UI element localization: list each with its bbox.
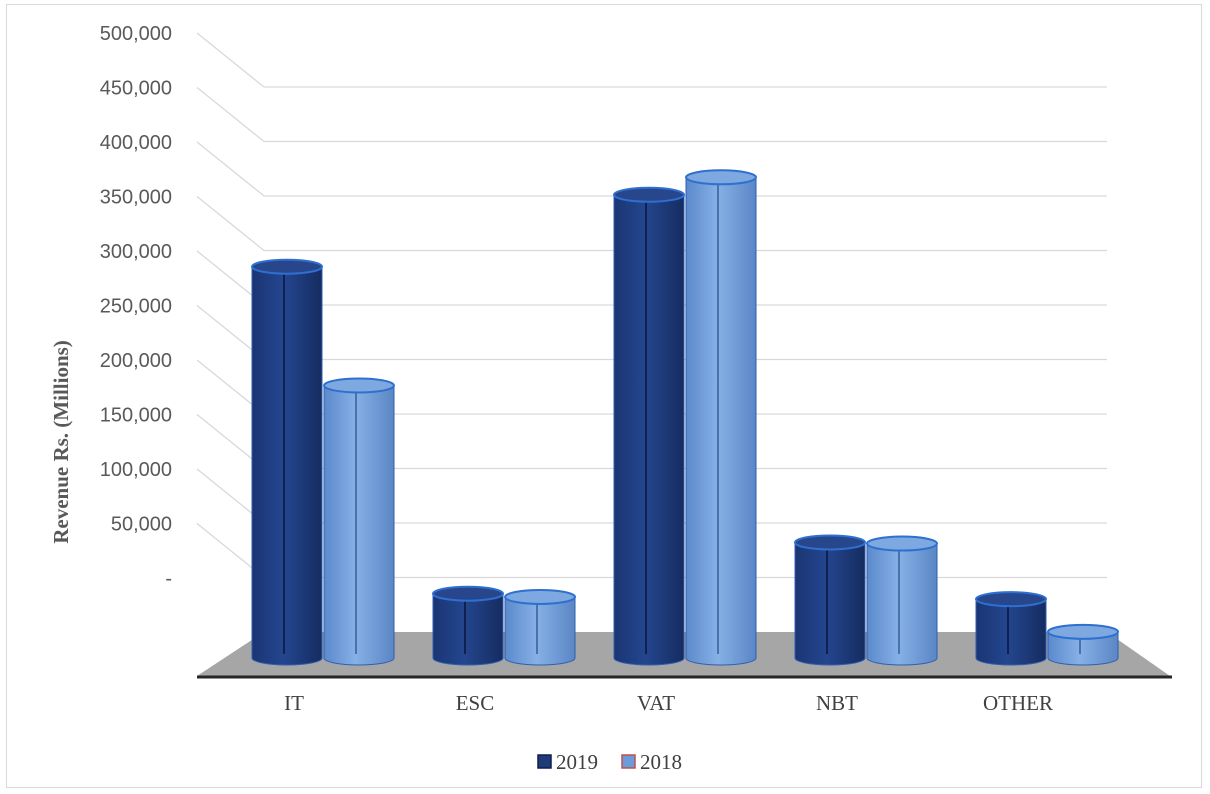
bar-esc-2019: [432, 585, 504, 666]
y-tick-label: 400,000: [100, 132, 172, 154]
y-tick-label: 50,000: [111, 514, 172, 536]
legend-label: 2019: [556, 750, 598, 774]
bars: [251, 169, 1119, 666]
y-tick-label: 350,000: [100, 187, 172, 209]
x-category-label: OTHER: [983, 691, 1053, 715]
grid-line: [196, 86, 1107, 143]
y-tick-label: 150,000: [100, 405, 172, 427]
y-tick-label: 250,000: [100, 296, 172, 318]
x-category-label: IT: [284, 691, 304, 715]
legend-swatch: [537, 754, 552, 769]
legend-label: 2018: [640, 750, 682, 774]
legend-swatch: [621, 754, 636, 769]
y-tick-label: 450,000: [100, 78, 172, 100]
bar-it-2019: [251, 258, 323, 666]
legend: 2019 2018: [537, 750, 682, 774]
bar-esc-2018: [504, 588, 576, 666]
y-tick-label: 300,000: [100, 241, 172, 263]
y-tick-label: 100,000: [100, 459, 172, 481]
x-category-label: ESC: [456, 691, 495, 715]
x-axis-categories: IT ESC VAT NBT OTHER: [284, 691, 1053, 715]
bar-nbt-2019: [794, 534, 866, 666]
bar-vat-2019: [613, 186, 685, 666]
bar-vat-2018: [685, 169, 757, 666]
legend-item-2018: 2018: [621, 750, 682, 774]
y-axis-ticks: - 50,000 100,000 150,000 200,000 250,000 300,0…: [100, 23, 172, 590]
bar-it-2018: [323, 377, 395, 666]
x-category-label: VAT: [637, 691, 675, 715]
bar-other-2018: [1047, 623, 1119, 666]
grid-line: [196, 195, 1107, 252]
legend-item-2019: 2019: [537, 750, 598, 774]
y-tick-label: -: [165, 568, 172, 590]
x-category-label: NBT: [816, 691, 858, 715]
bar-nbt-2018: [866, 535, 938, 666]
y-tick-label: 500,000: [100, 23, 172, 45]
grid-line: [196, 32, 1107, 88]
bar-other-2019: [975, 591, 1047, 666]
y-tick-label: 200,000: [100, 350, 172, 372]
grid-line: [196, 141, 1107, 197]
y-axis-label: Revenue Rs. (Millions): [49, 340, 73, 544]
